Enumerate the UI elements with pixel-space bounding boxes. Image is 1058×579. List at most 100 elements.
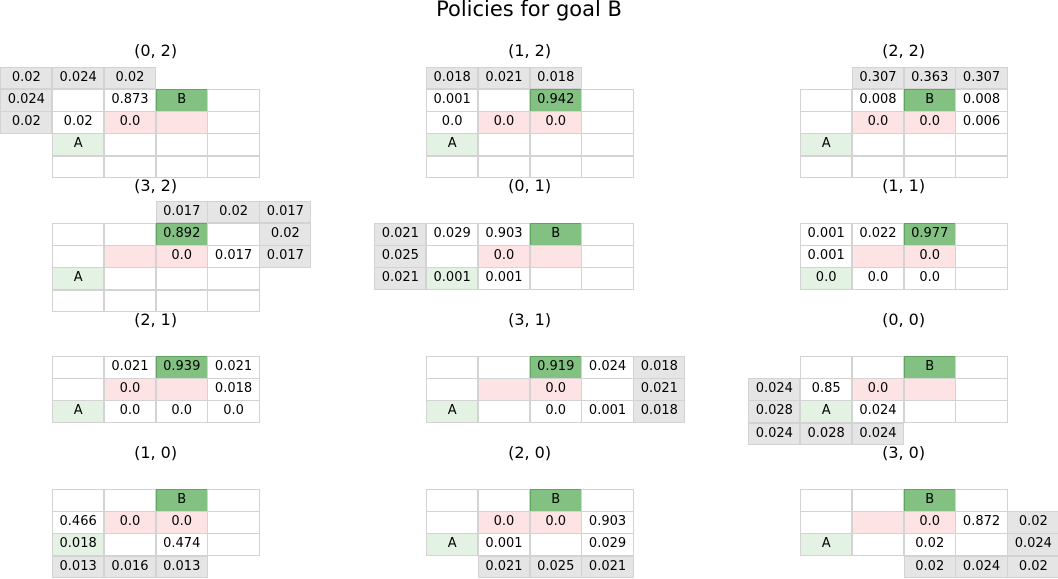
grid-cell: 0.001 bbox=[426, 89, 479, 112]
grid-cell bbox=[207, 267, 260, 291]
outside-value-cell: 0.021 bbox=[633, 378, 686, 401]
outside-value-cell: 0.025 bbox=[529, 555, 582, 579]
panel-title: (0, 1) bbox=[508, 176, 552, 195]
goal-cell: 0.892 bbox=[155, 223, 208, 246]
outside-value-cell: 0.02 bbox=[103, 66, 157, 90]
hazard-cell: 0.0 bbox=[529, 511, 582, 534]
hazard-cell bbox=[477, 378, 531, 401]
grid-cell bbox=[426, 155, 479, 179]
hazard-cell bbox=[851, 245, 905, 268]
outside-value-cell: 0.02 bbox=[207, 200, 260, 224]
grid-cell: 0.001 bbox=[477, 533, 531, 557]
outside-value-cell: 0.02 bbox=[1007, 511, 1058, 534]
hazard-cell: 0.0 bbox=[103, 378, 157, 401]
start-cell: A bbox=[426, 133, 479, 157]
hazard-cell: 0.0 bbox=[529, 111, 582, 134]
grid-cell bbox=[207, 289, 260, 313]
hazard-cell: 0.0 bbox=[851, 111, 905, 134]
grid-cell: 0.873 bbox=[103, 89, 157, 112]
hazard-cell: 0.0 bbox=[851, 378, 905, 401]
start-cell: A bbox=[52, 133, 105, 157]
grid-cell: 0.021 bbox=[103, 356, 157, 379]
grid-cell bbox=[426, 378, 479, 401]
outside-value-cell: 0.021 bbox=[581, 555, 634, 579]
outside-value-cell: 0.025 bbox=[374, 245, 427, 268]
grid-cell: 0.466 bbox=[52, 511, 105, 534]
grid-cell bbox=[52, 289, 105, 313]
outside-value-cell: 0.016 bbox=[103, 555, 157, 579]
grid-cell bbox=[581, 223, 634, 246]
grid-cell bbox=[155, 267, 208, 291]
grid-cell: 0.001 bbox=[477, 267, 531, 291]
grid-cell bbox=[477, 133, 531, 157]
grid-cell: 0.872 bbox=[955, 511, 1008, 534]
grid-cell bbox=[155, 133, 208, 157]
grid-cell bbox=[851, 489, 905, 512]
goal-cell: B bbox=[903, 89, 956, 112]
grid-cell: 0.017 bbox=[207, 245, 260, 268]
goal-cell: 0.919 bbox=[529, 356, 582, 379]
grid-cell: 0.02 bbox=[903, 533, 956, 557]
hazard-cell bbox=[903, 378, 956, 401]
hazard-cell: 0.0 bbox=[155, 245, 208, 268]
grid-cell bbox=[955, 267, 1008, 291]
grid-cell bbox=[207, 511, 260, 534]
outside-value-cell: 0.021 bbox=[374, 267, 427, 291]
panel-title: (2, 2) bbox=[882, 41, 926, 60]
grid-cell bbox=[103, 289, 157, 313]
grid-cell bbox=[800, 489, 853, 512]
panel-title: (1, 2) bbox=[508, 41, 552, 60]
outside-value-cell: 0.02 bbox=[259, 223, 312, 246]
grid-cell bbox=[103, 489, 157, 512]
grid-cell bbox=[529, 267, 582, 291]
goal-cell: B bbox=[903, 489, 956, 512]
grid-cell bbox=[426, 245, 479, 268]
grid-cell: 0.903 bbox=[581, 511, 634, 534]
grid-cell: 0.0 bbox=[207, 400, 260, 424]
grid-cell bbox=[955, 223, 1008, 246]
grid-cell bbox=[529, 155, 582, 179]
grid-cell bbox=[800, 356, 853, 379]
start-cell: A bbox=[52, 267, 105, 291]
outside-value-cell: 0.363 bbox=[903, 66, 956, 90]
hazard-cell: 0.0 bbox=[903, 511, 956, 534]
grid-cell bbox=[800, 89, 853, 112]
grid-cell: 0.024 bbox=[851, 400, 905, 424]
grid-cell bbox=[851, 133, 905, 157]
grid-cell bbox=[800, 155, 853, 179]
outside-value-cell: 0.02 bbox=[1007, 555, 1058, 579]
outside-value-cell: 0.024 bbox=[748, 378, 801, 401]
hazard-cell: 0.0 bbox=[477, 111, 531, 134]
outside-value-cell: 0.018 bbox=[633, 400, 686, 424]
grid-cell bbox=[207, 489, 260, 512]
outside-value-cell: 0.021 bbox=[477, 66, 531, 90]
start-cell: A bbox=[800, 133, 853, 157]
goal-cell: B bbox=[155, 489, 208, 512]
hazard-cell: 0.0 bbox=[155, 511, 208, 534]
start-cell: A bbox=[800, 533, 853, 557]
grid-cell bbox=[52, 223, 105, 246]
goal-cell: 0.939 bbox=[155, 356, 208, 379]
grid-cell bbox=[426, 511, 479, 534]
grid-cell bbox=[52, 245, 105, 268]
grid-cell: 0.001 bbox=[581, 400, 634, 424]
goal-cell: B bbox=[155, 89, 208, 112]
panel-title: (2, 1) bbox=[134, 310, 178, 329]
outside-value-cell: 0.024 bbox=[851, 422, 905, 446]
goal-cell: B bbox=[903, 356, 956, 379]
goal-cell: B bbox=[529, 223, 582, 246]
grid-cell bbox=[207, 155, 260, 179]
outside-value-cell: 0.024 bbox=[52, 66, 105, 90]
grid-cell bbox=[851, 533, 905, 557]
goal-cell: 0.942 bbox=[529, 89, 582, 112]
grid-cell bbox=[903, 400, 956, 424]
grid-cell: 0.02 bbox=[52, 111, 105, 134]
chart-main-title: Policies for goal B bbox=[436, 0, 622, 21]
grid-cell bbox=[52, 155, 105, 179]
grid-cell: 0.024 bbox=[581, 356, 634, 379]
panel-title: (0, 2) bbox=[134, 41, 178, 60]
grid-cell bbox=[426, 356, 479, 379]
grid-cell bbox=[477, 356, 531, 379]
grid-cell bbox=[103, 223, 157, 246]
grid-cell: 0.008 bbox=[851, 89, 905, 112]
